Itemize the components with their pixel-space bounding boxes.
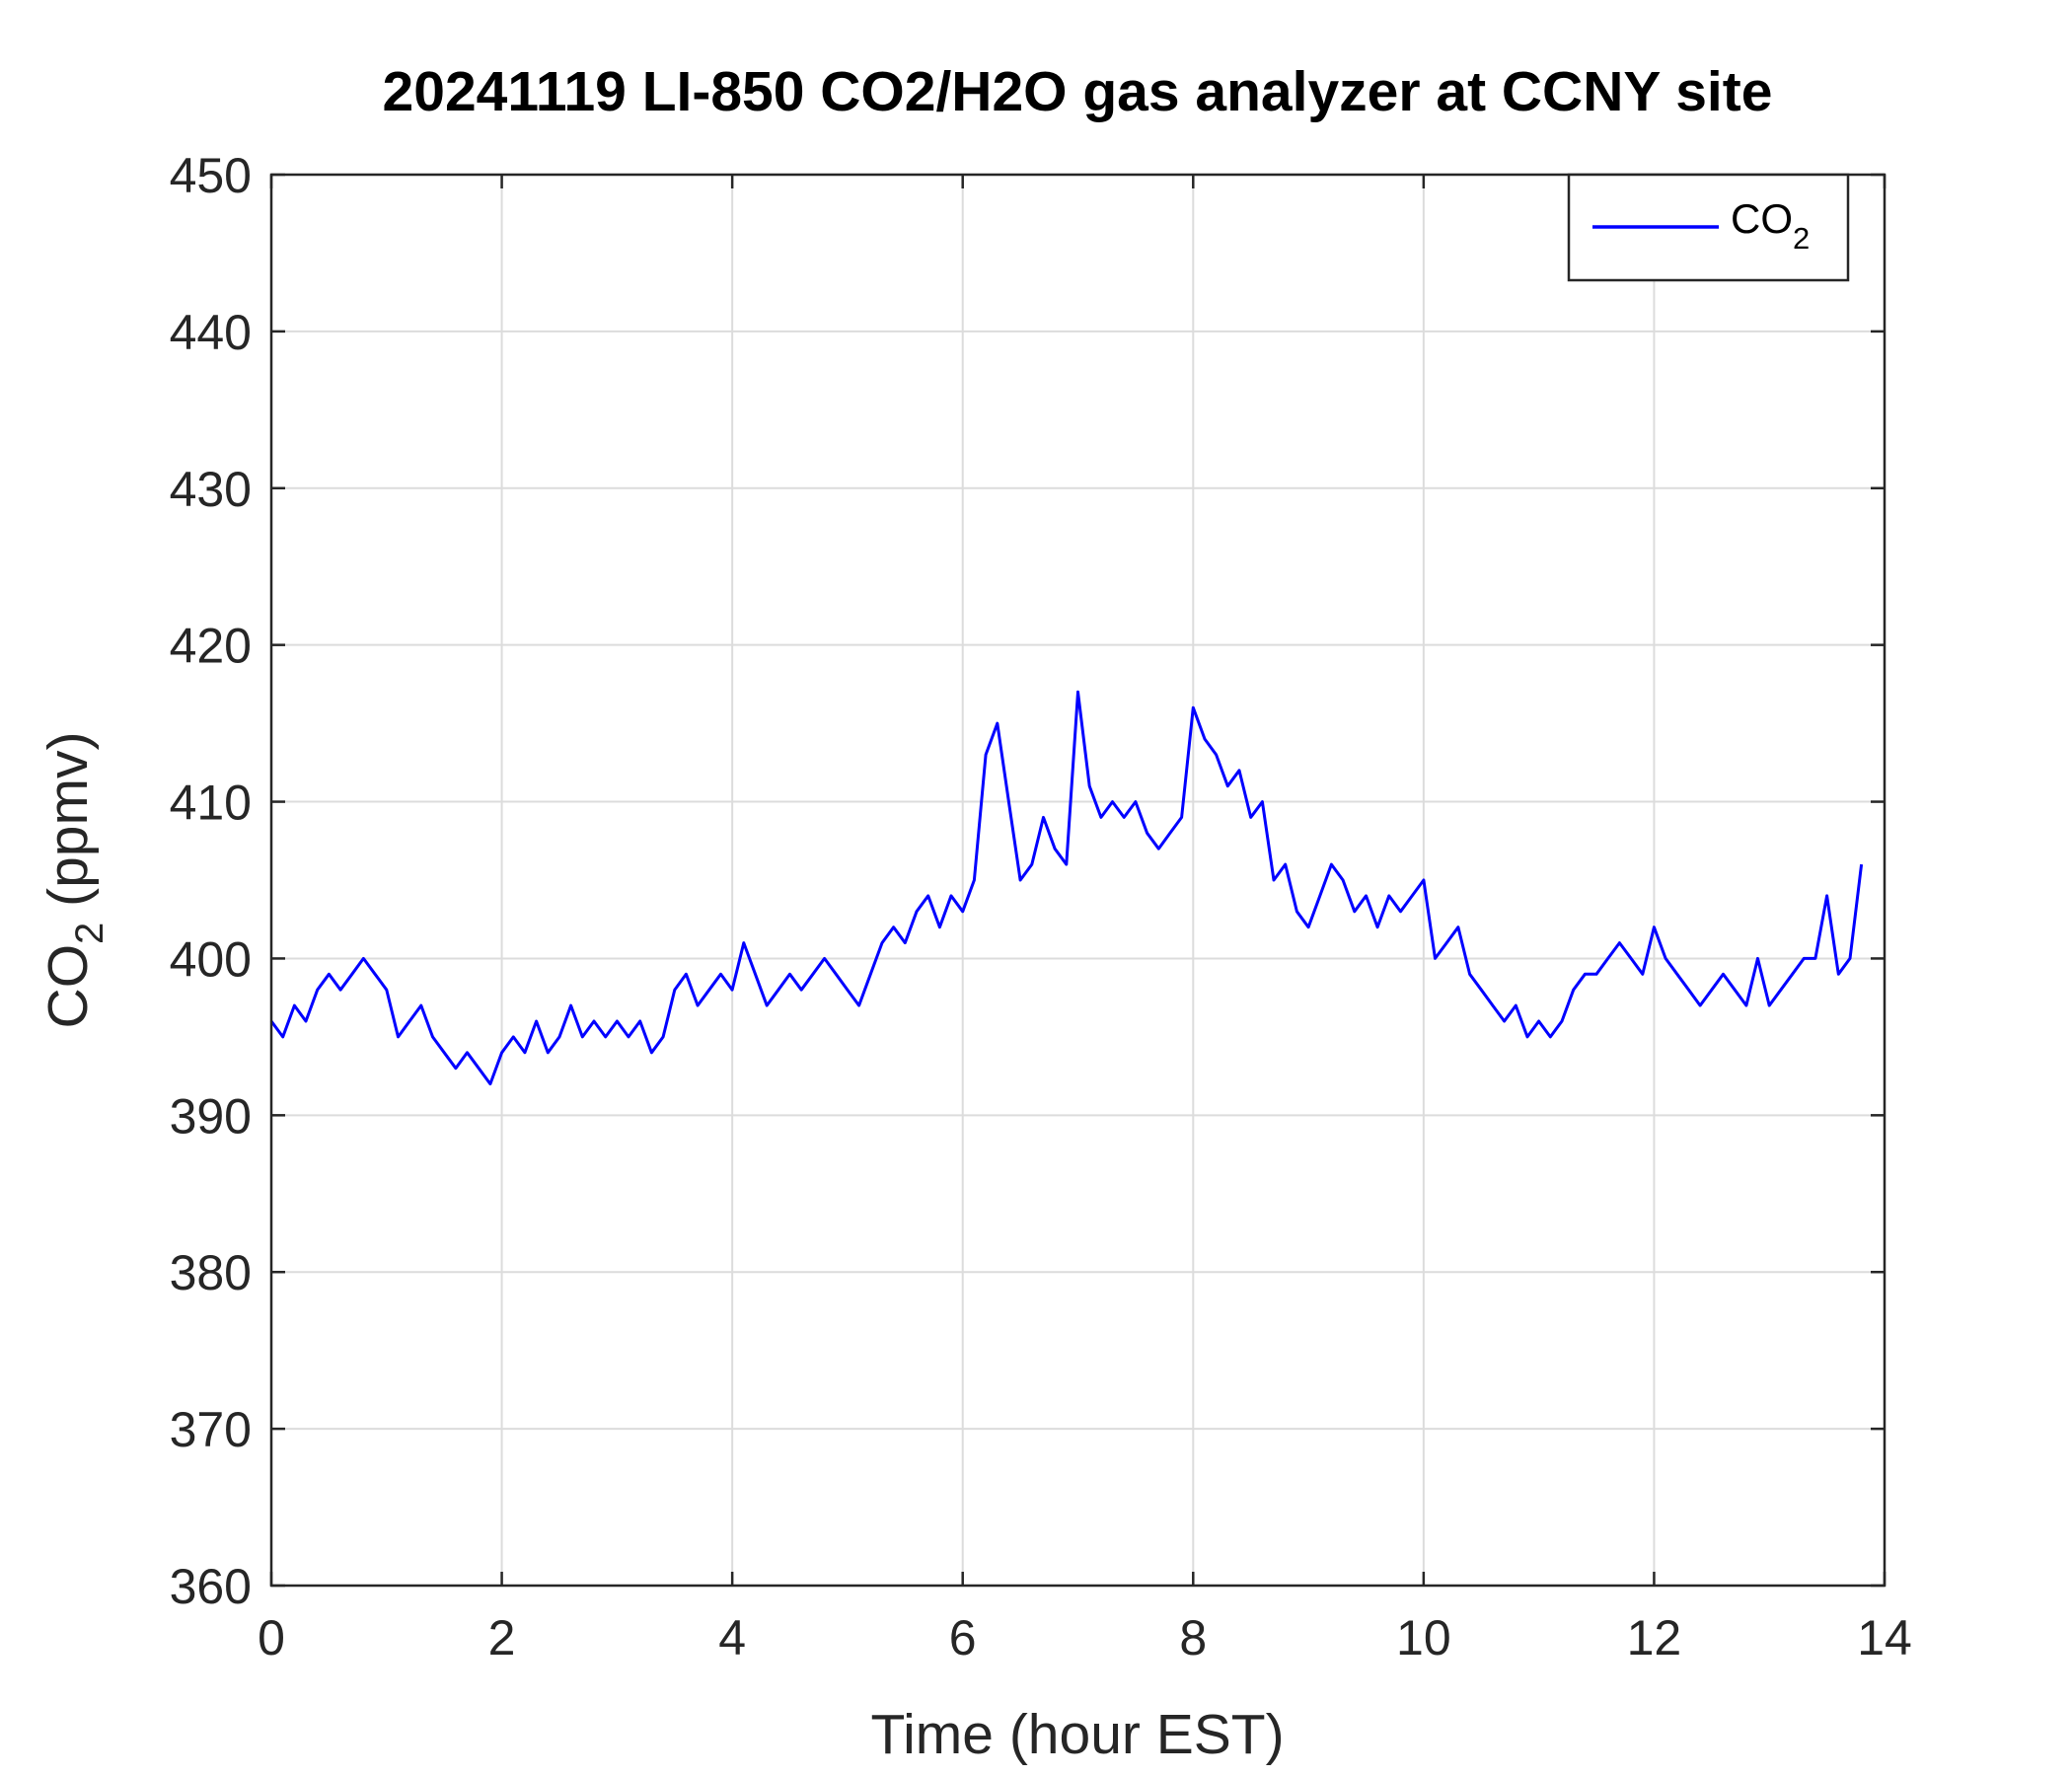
x-tick-label: 4 [718, 1610, 746, 1665]
y-tick-label: 400 [170, 931, 252, 987]
y-axis-label-subscript: 2 [68, 923, 111, 944]
x-tick-label: 14 [1857, 1610, 1912, 1665]
y-axis-label: CO2 (ppmv) [37, 732, 111, 1029]
x-tick-label: 12 [1627, 1610, 1682, 1665]
legend-series-label-subscript: 2 [1793, 221, 1810, 256]
y-tick-label: 430 [170, 462, 252, 517]
y-tick-label: 450 [170, 148, 252, 203]
x-tick-labels: 0 2 4 6 8 10 12 14 [258, 1610, 1912, 1665]
x-tick-label: 8 [1179, 1610, 1207, 1665]
x-tick-label: 0 [258, 1610, 285, 1665]
legend-series-label-base: CO [1731, 195, 1793, 242]
x-tick-label: 6 [949, 1610, 977, 1665]
y-axis-label-base: CO [37, 944, 100, 1029]
series-layer [269, 690, 1864, 1086]
x-tick-label: 2 [488, 1610, 516, 1665]
series-line-co2 [269, 690, 1864, 1086]
y-tick-label: 360 [170, 1559, 252, 1614]
x-axis-label: Time (hour EST) [870, 1703, 1284, 1766]
plot-area-frame [269, 173, 1887, 1588]
y-tick-label: 440 [170, 305, 252, 360]
legend-series-label: CO2 [1731, 195, 1810, 256]
legend: CO2 [1567, 173, 1850, 282]
y-tick-label: 370 [170, 1402, 252, 1457]
grid-lines [271, 175, 1885, 1586]
y-tick-label: 420 [170, 619, 252, 674]
y-tick-label: 410 [170, 776, 252, 831]
y-tick-label: 380 [170, 1245, 252, 1300]
y-axis-label-suffix: (ppmv) [37, 732, 100, 923]
tick-marks [269, 173, 1887, 1588]
y-tick-label: 390 [170, 1088, 252, 1144]
x-tick-label: 10 [1396, 1610, 1451, 1665]
chart-title: 20241119 LI-850 CO2/H2O gas analyzer at … [383, 60, 1773, 123]
y-tick-labels: 360 370 380 390 400 410 420 430 440 450 [170, 148, 252, 1614]
